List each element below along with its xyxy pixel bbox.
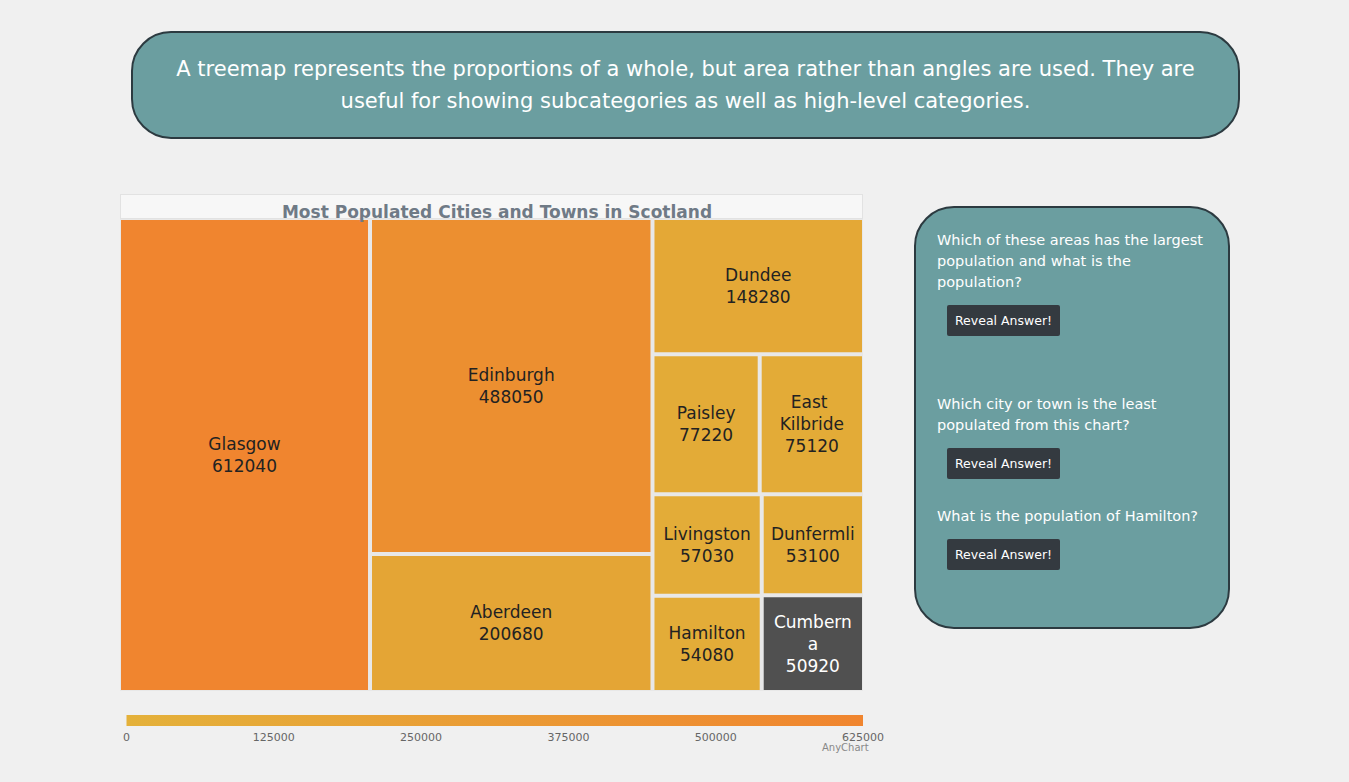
svg-text:75120: 75120: [785, 436, 839, 456]
svg-text:148280: 148280: [726, 287, 791, 307]
html-text:A treemap represents the propo: A treemap represents the proportions of …: [176, 57, 1195, 113]
html-text:Reveal Answer!: Reveal Answer!: [955, 456, 1053, 471]
svg-text:54080: 54080: [680, 645, 734, 665]
svg-text:50920: 50920: [786, 656, 840, 676]
svg-text:Most Populated Cities and Town: Most Populated Cities and Towns in Scotl…: [282, 202, 712, 222]
svg-text:a: a: [808, 634, 818, 654]
svg-text:Hamilton: Hamilton: [669, 623, 746, 643]
svg-text:Paisley: Paisley: [677, 403, 736, 423]
svg-text:Edinburgh: Edinburgh: [468, 365, 555, 385]
html-text:Which city or town is the leas: Which city or town is the least populate…: [937, 396, 1157, 433]
svg-text:500000: 500000: [695, 731, 737, 744]
svg-text:57030: 57030: [680, 546, 734, 566]
svg-text:625000: 625000: [842, 731, 884, 744]
svg-text:200680: 200680: [479, 624, 544, 644]
svg-text:Kilbride: Kilbride: [780, 414, 844, 434]
svg-text:Dundee: Dundee: [725, 265, 791, 285]
svg-text:488050: 488050: [479, 387, 544, 407]
svg-text:53100: 53100: [786, 546, 840, 566]
svg-text:Cumbern: Cumbern: [774, 612, 852, 632]
svg-text:250000: 250000: [400, 731, 442, 744]
html-text:Reveal Answer!: Reveal Answer!: [955, 547, 1053, 562]
svg-text:Livingston: Livingston: [663, 524, 750, 544]
svg-text:Dunfermli: Dunfermli: [771, 524, 855, 544]
svg-text:375000: 375000: [547, 731, 589, 744]
svg-text:125000: 125000: [253, 731, 295, 744]
html-text:AnyChart: AnyChart: [822, 742, 869, 753]
html-text:Which of these areas has the l: Which of these areas has the largest pop…: [937, 232, 1203, 290]
svg-text:612040: 612040: [212, 456, 277, 476]
svg-text:0: 0: [123, 731, 130, 744]
svg-text:East: East: [791, 392, 833, 412]
html-text:What is the population of Hami: What is the population of Hamilton?: [937, 508, 1199, 524]
html-text:Reveal Answer!: Reveal Answer!: [955, 313, 1053, 328]
svg-text:Aberdeen: Aberdeen: [470, 602, 552, 622]
svg-text:Glasgow: Glasgow: [208, 434, 280, 454]
svg-text:77220: 77220: [679, 425, 733, 445]
